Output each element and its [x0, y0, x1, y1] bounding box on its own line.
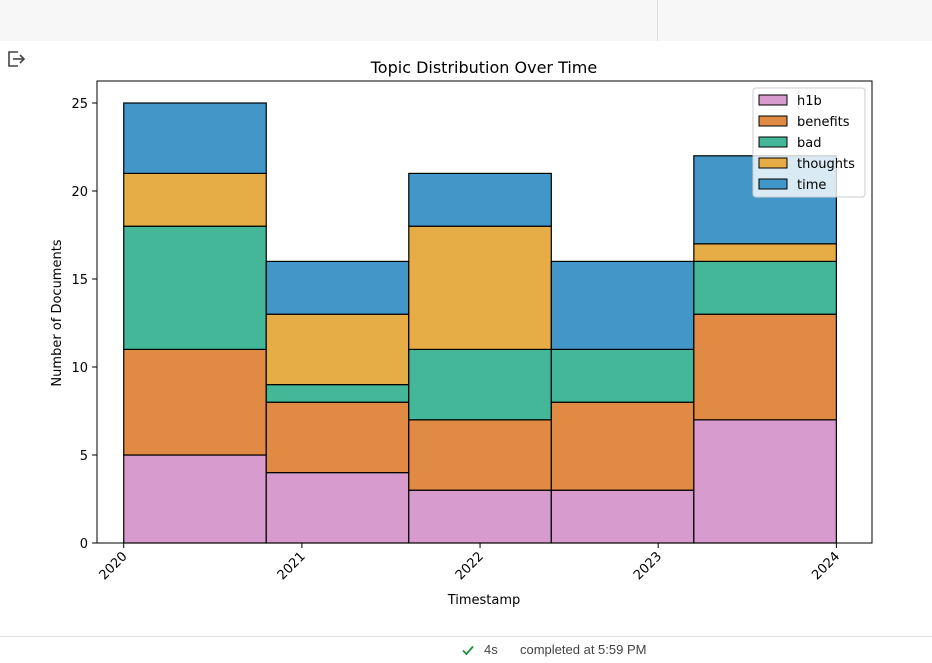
x-tick-label: 2024: [809, 549, 843, 583]
bar-h1b-2022: [408, 489, 552, 544]
bar-thoughts-2022: [408, 225, 552, 350]
legend-swatch-time: [758, 178, 788, 190]
bar-benefits-2024: [693, 313, 837, 421]
bar-time-2023: [550, 260, 695, 350]
legend-label-time: time: [797, 178, 826, 193]
x-tick-label: 2020: [97, 549, 131, 583]
y-axis-label: Number of Documents: [50, 239, 65, 386]
y-tick-label: 20: [71, 185, 88, 200]
bar-thoughts-2024: [693, 243, 837, 263]
legend-label-benefits: benefits: [797, 115, 850, 130]
legend-label-h1b: h1b: [797, 94, 822, 109]
legend-swatch-h1b: [758, 94, 788, 106]
bar-thoughts-2020: [123, 172, 267, 227]
bar-time-2020: [123, 102, 267, 175]
bar-time-2021: [265, 260, 410, 315]
execution-status: completed at 5:59 PM: [520, 642, 647, 657]
check-icon: [462, 645, 474, 656]
legend-label-bad: bad: [797, 136, 821, 151]
legend: h1b benefits bad thoughts time: [752, 87, 866, 198]
y-tick-label: 0: [80, 537, 88, 552]
y-tick-label: 25: [71, 97, 88, 112]
bar-h1b-2021: [265, 472, 410, 544]
status-bar: 4s completed at 5:59 PM: [0, 636, 932, 663]
y-tick-label: 15: [71, 273, 88, 288]
legend-label-thoughts: thoughts: [797, 157, 855, 172]
bar-h1b-2024: [693, 419, 837, 544]
bar-bad-2024: [693, 260, 837, 315]
cell-toolbar: [0, 0, 932, 41]
legend-swatch-benefits: [758, 115, 788, 127]
plot-frame: [96, 80, 873, 544]
bar-h1b-2023: [550, 489, 695, 544]
bar-bad-2022: [408, 348, 552, 421]
legend-swatch-bad: [758, 136, 788, 148]
x-tick-label: 2022: [453, 549, 487, 583]
bar-thoughts-2021: [265, 313, 410, 386]
x-tick-label: 2021: [275, 549, 309, 583]
toolbar-divider: [657, 0, 658, 41]
legend-swatch-thoughts: [758, 157, 788, 169]
bar-bad-2023: [550, 348, 695, 403]
bar-benefits-2023: [550, 401, 695, 491]
output-action-icon[interactable]: [5, 48, 27, 70]
bar-benefits-2021: [265, 401, 410, 474]
stacked-bar-chart: Topic Distribution Over Time Timestamp N…: [50, 58, 873, 608]
y-tick-label: 10: [71, 361, 88, 376]
x-tick-label: 2023: [631, 549, 665, 583]
x-axis-label: Timestamp: [447, 593, 521, 608]
bar-benefits-2022: [408, 419, 552, 491]
bar-benefits-2020: [123, 348, 267, 456]
bar-bad-2020: [123, 225, 267, 350]
legend-box: [752, 87, 866, 198]
execution-duration: 4s: [484, 642, 498, 657]
bar-bad-2021: [265, 384, 410, 403]
bar-h1b-2020: [123, 454, 267, 544]
bars: [123, 102, 837, 544]
chart-title: Topic Distribution Over Time: [370, 58, 597, 77]
y-tick-label: 5: [80, 449, 88, 464]
bar-time-2022: [408, 172, 552, 227]
